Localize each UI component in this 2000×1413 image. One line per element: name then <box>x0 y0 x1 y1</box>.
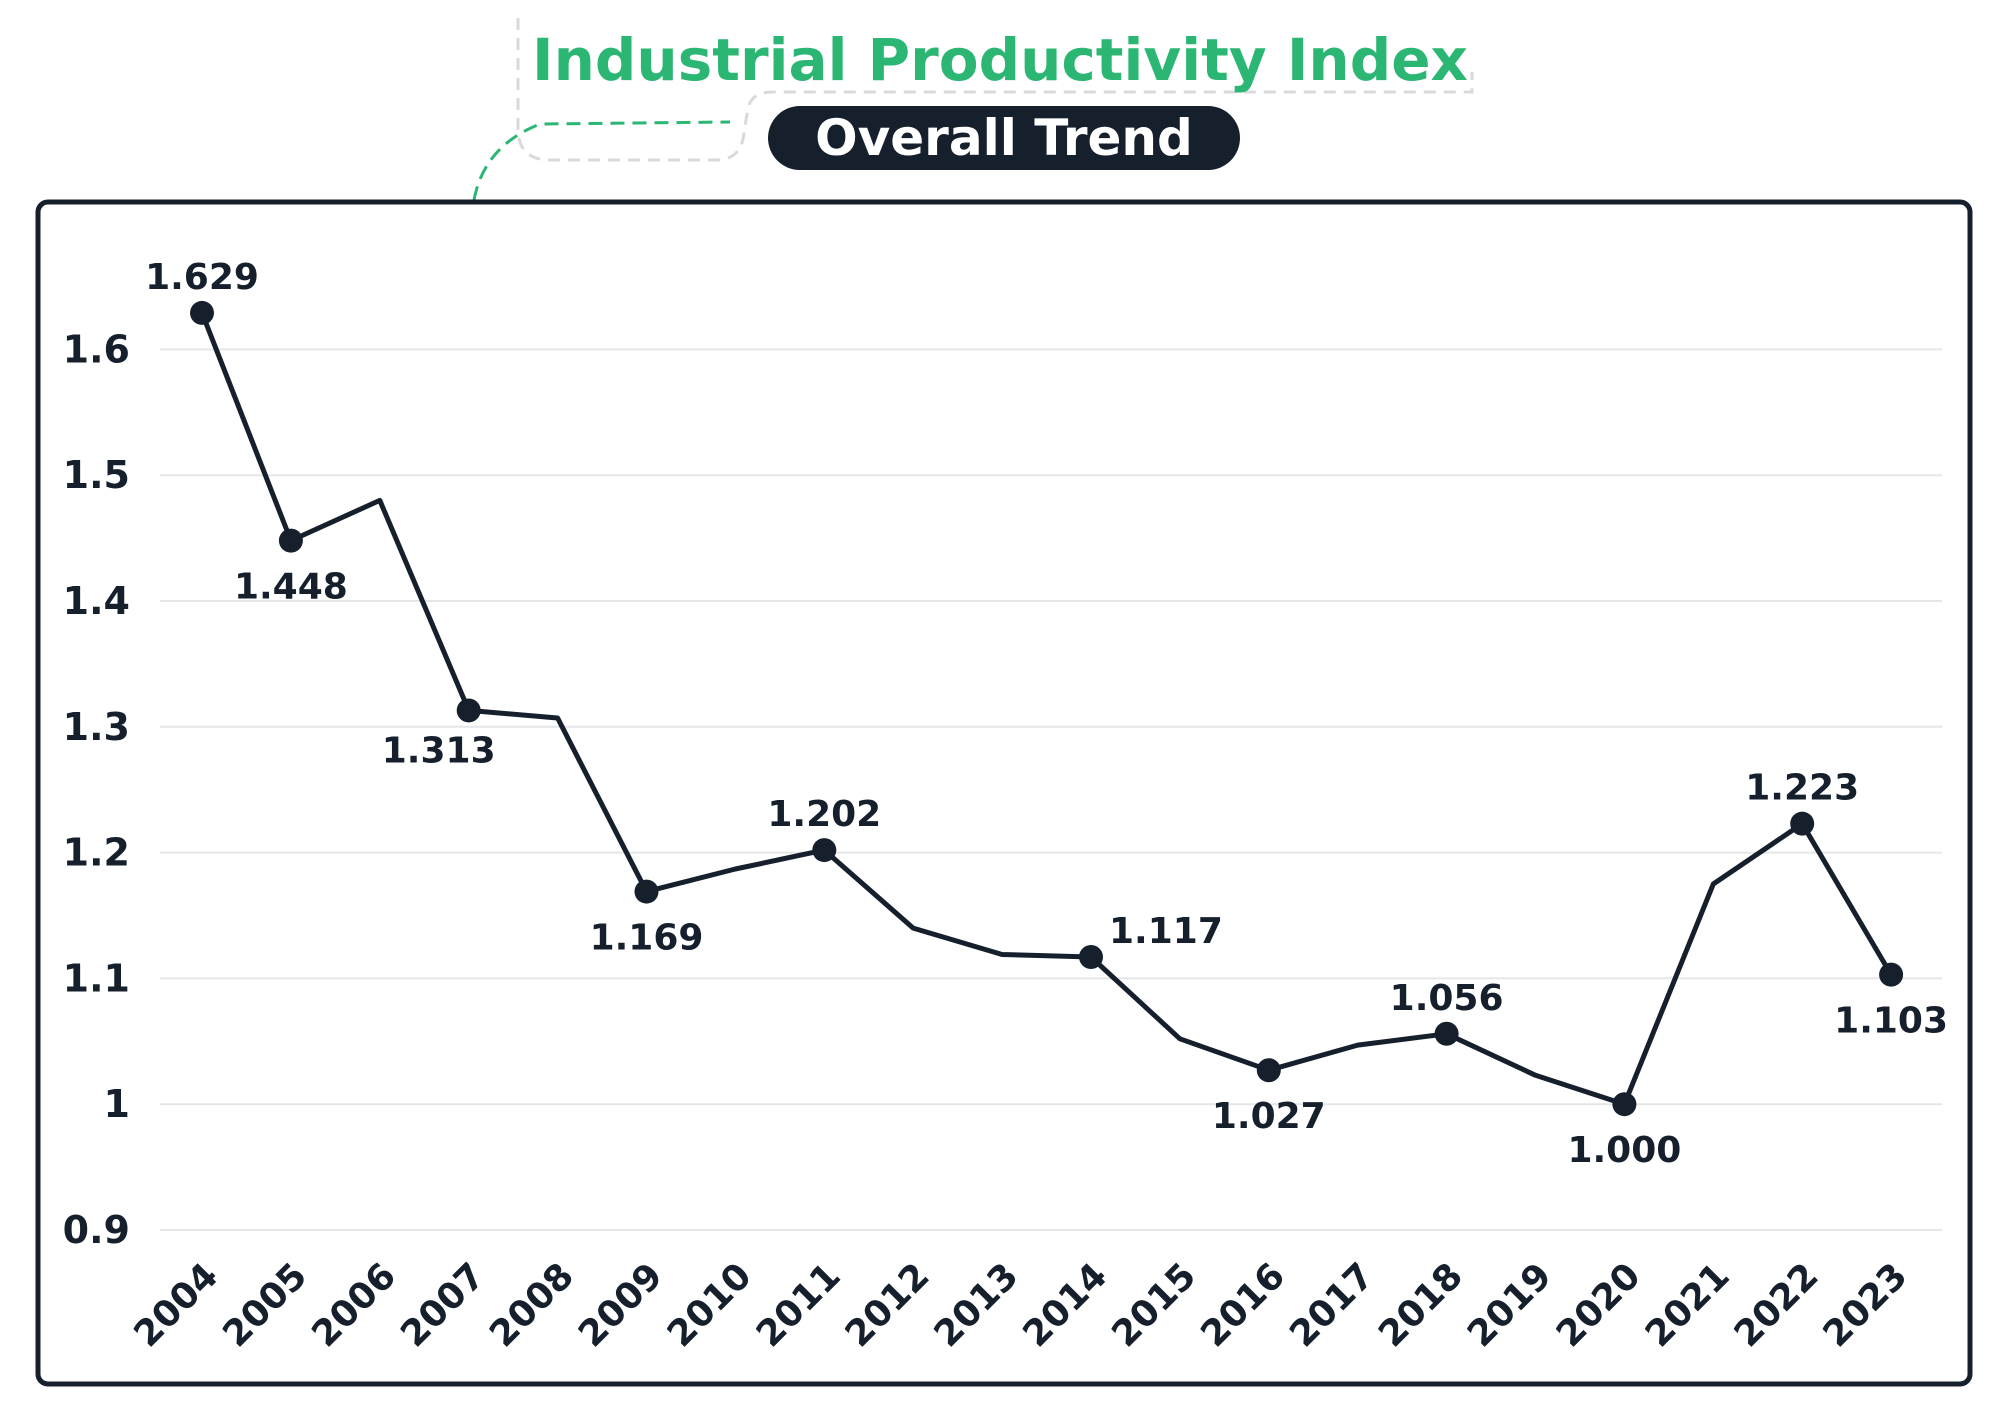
data-points <box>190 300 1904 1117</box>
data-label: 1.169 <box>590 918 704 959</box>
y-tick-label: 1.2 <box>63 831 130 875</box>
data-label: 1.223 <box>1745 768 1859 809</box>
gridlines <box>160 348 1942 1231</box>
x-tick-label: 2014 <box>1016 1255 1116 1355</box>
data-label: 1.000 <box>1567 1130 1681 1171</box>
data-point <box>812 838 837 863</box>
x-tick-label: 2013 <box>927 1255 1027 1355</box>
x-tick-label: 2009 <box>571 1255 671 1355</box>
y-tick-label: 0.9 <box>63 1208 130 1252</box>
data-point <box>190 300 214 325</box>
x-tick-label: 2022 <box>1727 1255 1827 1355</box>
data-point <box>278 528 303 553</box>
x-tick-label: 2012 <box>838 1255 938 1355</box>
data-label: 1.117 <box>1109 911 1223 952</box>
plot-frame <box>35 199 1973 1387</box>
x-tick-label: 2023 <box>1816 1255 1916 1355</box>
x-tick-label: 2019 <box>1460 1255 1560 1355</box>
data-label: 1.056 <box>1390 978 1504 1019</box>
data-label: 1.448 <box>234 567 348 608</box>
chart-subtitle: Overall Trend <box>815 109 1193 167</box>
data-point <box>1790 811 1815 836</box>
data-point <box>1079 945 1103 970</box>
x-tick-label: 2005 <box>215 1255 315 1355</box>
x-tick-label: 2004 <box>127 1255 227 1355</box>
data-label: 1.103 <box>1834 1001 1948 1042</box>
data-point <box>1434 1021 1459 1046</box>
y-tick-label: 1.1 <box>63 956 130 1000</box>
y-tick-label: 1 <box>104 1082 130 1126</box>
chart-title: Industrial Productivity Index <box>532 26 1468 94</box>
x-tick-label: 2021 <box>1638 1255 1738 1355</box>
data-point <box>1612 1092 1637 1117</box>
y-tick-label: 1.4 <box>63 579 130 623</box>
x-tick-label: 2010 <box>660 1255 760 1355</box>
x-tick-label: 2006 <box>304 1255 404 1355</box>
title-decoration <box>472 18 1474 201</box>
x-tick-label: 2015 <box>1104 1255 1204 1355</box>
y-tick-label: 1.5 <box>63 453 130 497</box>
series-line-path <box>199 310 1894 1107</box>
series-line <box>199 310 1894 1107</box>
data-point <box>634 879 659 904</box>
x-tick-label: 2018 <box>1371 1255 1471 1355</box>
x-tick-label: 2011 <box>749 1255 849 1355</box>
x-tick-label: 2016 <box>1193 1255 1293 1355</box>
y-tick-label: 1.6 <box>63 327 130 371</box>
x-axis-ticks: 2004200520062007200820092010201120122013… <box>127 1255 1916 1355</box>
subtitle-badge: Overall Trend <box>768 106 1240 170</box>
data-label: 1.629 <box>145 257 259 298</box>
data-label: 1.313 <box>382 730 496 771</box>
y-tick-label: 1.3 <box>63 705 130 749</box>
data-point <box>456 698 481 723</box>
data-point <box>1256 1058 1281 1083</box>
data-label: 1.202 <box>767 794 881 835</box>
x-tick-label: 2008 <box>482 1255 582 1355</box>
data-point <box>1879 962 1904 987</box>
x-tick-label: 2007 <box>393 1255 493 1355</box>
x-tick-label: 2020 <box>1549 1255 1649 1355</box>
data-label: 1.027 <box>1212 1096 1326 1137</box>
x-tick-label: 2017 <box>1282 1255 1382 1355</box>
y-axis-ticks: 0.9 1 1.1 1.2 1.3 1.4 1.5 1.6 <box>63 327 130 1252</box>
data-labels: 1.629 1.448 1.313 1.169 1.202 1.117 1.027 1.056… <box>145 257 1948 1171</box>
